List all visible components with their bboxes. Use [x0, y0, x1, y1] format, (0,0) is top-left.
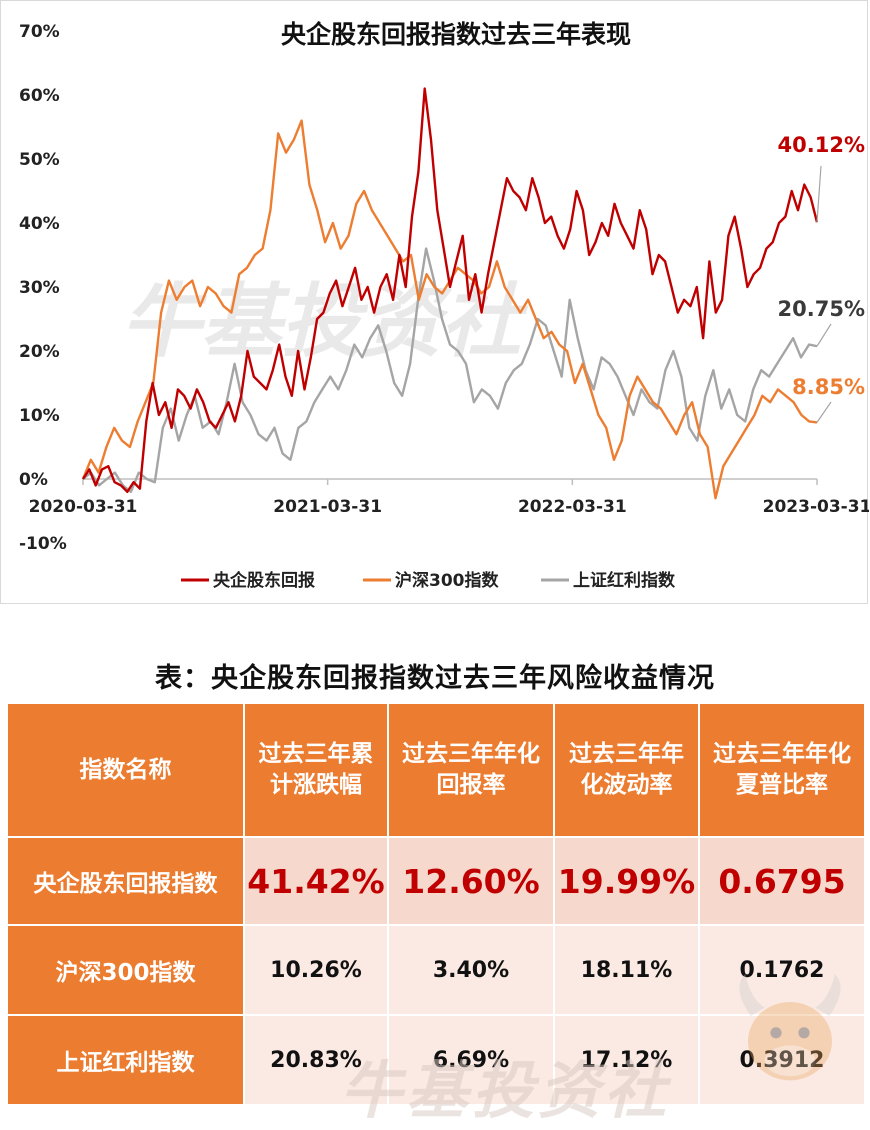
- cell-volatility: 17.12%: [553, 1014, 700, 1106]
- end-value-label: 20.75%: [778, 297, 865, 321]
- table-row: 上证红利指数 20.83% 6.69% 17.12% 0.3912: [6, 1014, 866, 1106]
- leader-line: [816, 401, 832, 423]
- end-value-label: 40.12%: [778, 133, 865, 157]
- column-header-volatility: 过去三年年化波动率: [553, 702, 700, 838]
- cell-annual-return: 3.40%: [387, 924, 555, 1016]
- x-tick-label: 2022-03-31: [518, 497, 627, 517]
- x-tick-label: 2021-03-31: [273, 497, 382, 517]
- cell-sharpe: 0.6795: [698, 836, 866, 926]
- column-header-sharpe: 过去三年年化夏普比率: [698, 702, 866, 838]
- table-title: 表：央企股东回报指数过去三年风险收益情况: [155, 663, 715, 694]
- cell-sharpe: 0.3912: [698, 1014, 866, 1106]
- y-tick-label: 60%: [19, 86, 60, 106]
- x-tick-label: 2023-03-31: [763, 497, 869, 517]
- leader-line: [816, 323, 832, 347]
- row-name: 央企股东回报指数: [6, 836, 245, 926]
- watermark-text: 牛基投资社: [121, 275, 529, 368]
- series-line: [81, 87, 819, 493]
- y-tick-label: 0%: [19, 470, 48, 490]
- chart-panel: 牛基投资社 央企股东回报指数过去三年表现 70% 60% 50% 40% 30% 20% 1…: [0, 0, 869, 604]
- legend-label: 上证红利指数: [573, 570, 676, 591]
- chart-legend: 央企股东回报 沪深300指数 上证红利指数: [181, 570, 676, 591]
- end-value-label: 8.85%: [792, 375, 865, 399]
- cell-volatility: 19.99%: [553, 836, 700, 926]
- y-tick-label: 10%: [19, 406, 60, 426]
- column-header-annual-return: 过去三年年化回报率: [387, 702, 555, 838]
- risk-return-table: 指数名称 过去三年累计涨跌幅 过去三年年化回报率 过去三年年化波动率 过去三年年…: [6, 702, 866, 1106]
- y-tick-label: -10%: [19, 534, 67, 554]
- chart-title: 央企股东回报指数过去三年表现: [281, 20, 631, 49]
- y-axis: 70% 60% 50% 40% 30% 20% 10% 0% -10%: [19, 22, 67, 554]
- legend-label: 央企股东回报: [213, 570, 315, 591]
- cell-cumulative: 41.42%: [243, 836, 389, 926]
- y-tick-label: 50%: [19, 150, 60, 170]
- row-name: 上证红利指数: [6, 1014, 245, 1106]
- table-row: 沪深300指数 10.26% 3.40% 18.11% 0.1762: [6, 924, 866, 1016]
- line-chart: 牛基投资社 央企股东回报指数过去三年表现 70% 60% 50% 40% 30% 20% 1…: [19, 20, 869, 591]
- leader-line: [816, 165, 822, 223]
- cell-annual-return: 12.60%: [387, 836, 555, 926]
- cell-cumulative: 10.26%: [243, 924, 389, 1016]
- series-line: [82, 247, 818, 493]
- cell-sharpe: 0.1762: [698, 924, 866, 1016]
- y-tick-label: 40%: [19, 214, 60, 234]
- column-header-cumulative: 过去三年累计涨跌幅: [243, 702, 389, 838]
- x-tick-label: 2020-03-31: [29, 497, 138, 517]
- x-axis: 2020-03-31 2021-03-31 2022-03-31 2023-03-31: [29, 478, 869, 517]
- end-labels: 40.12% 8.85% 20.75%: [778, 133, 865, 423]
- table-row: 央企股东回报指数 41.42% 12.60% 19.99% 0.6795: [6, 836, 866, 926]
- cell-volatility: 18.11%: [553, 924, 700, 1016]
- column-header-name: 指数名称: [6, 702, 245, 838]
- cell-cumulative: 20.83%: [243, 1014, 389, 1106]
- y-tick-label: 20%: [19, 342, 60, 362]
- y-tick-label: 70%: [19, 22, 60, 42]
- series-lines: [81, 87, 819, 500]
- y-tick-label: 30%: [19, 278, 60, 298]
- table-header-row: 指数名称 过去三年累计涨跌幅 过去三年年化回报率 过去三年年化波动率 过去三年年…: [6, 702, 866, 838]
- legend-label: 沪深300指数: [395, 570, 499, 591]
- cell-annual-return: 6.69%: [387, 1014, 555, 1106]
- row-name: 沪深300指数: [6, 924, 245, 1016]
